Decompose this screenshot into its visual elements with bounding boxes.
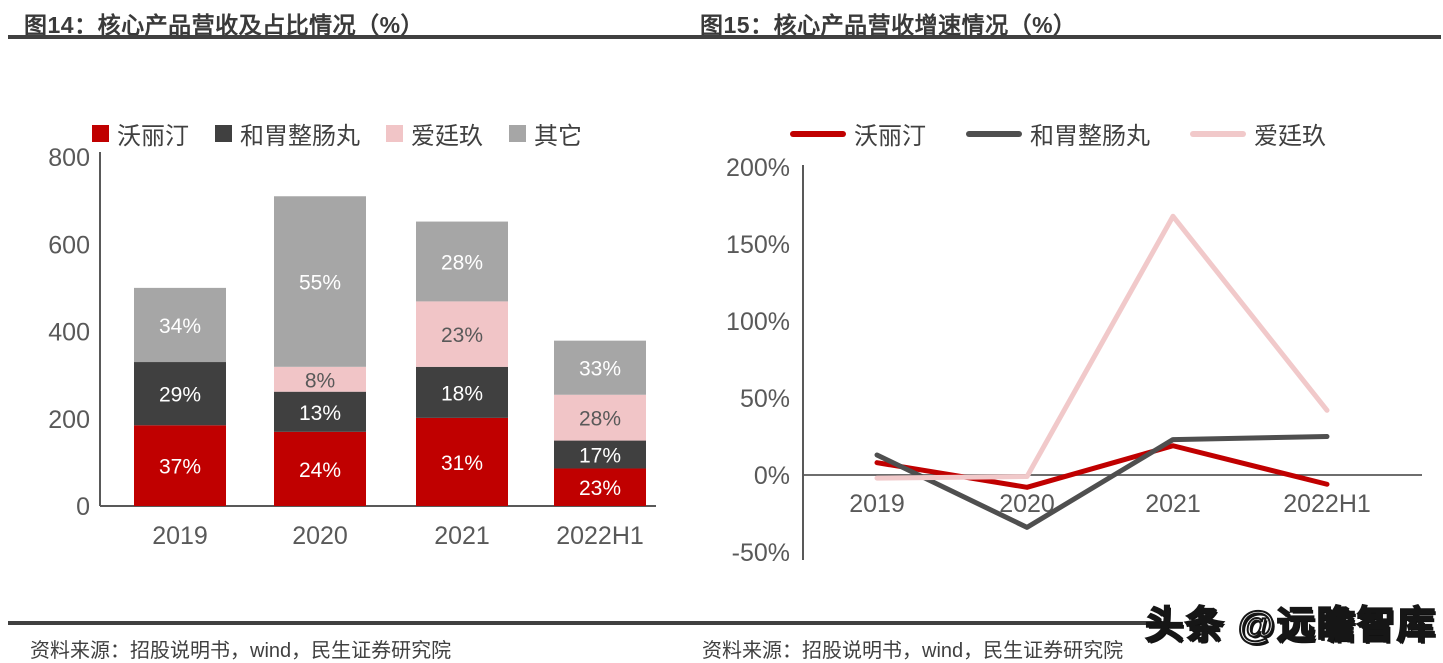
legend-label: 沃丽汀 [854,123,926,150]
bar-segment [274,391,366,432]
bar-segment [416,417,508,506]
x-category-label: 2019 [152,522,208,550]
bar-segment-label: 28% [441,251,483,274]
y-tick-label: 200 [48,406,90,434]
legend-item: 爱廷玖 [386,116,483,151]
x-category-label: 2021 [1145,490,1201,518]
legend-square-swatch [386,125,403,142]
legend-label: 和胃整肠丸 [1030,123,1150,150]
watermark-text: 头条 @远瞻智库 [1144,604,1437,648]
x-category-label: 2019 [849,490,905,518]
stacked-bar-chart: 0 200 400 600 800 37% 29% 34% 2019 24% 13% 8% 55% 202… [48,144,656,550]
bar-segment-label: 8% [305,369,335,392]
bar-segment-label: 23% [441,324,483,347]
title-underline-rule [8,35,1441,39]
x-category-label: 2021 [434,522,490,550]
y-tick-label: 600 [48,231,90,259]
y-tick-label: 150% [726,231,790,259]
legend-line-swatch [966,130,1022,137]
legend-item: 和胃整肠丸 [215,116,360,151]
y-tick-label: 50% [740,385,790,413]
y-tick-label: 100% [726,308,790,336]
y-tick-label: 0% [754,462,790,490]
legend-item: 和胃整肠丸 [966,116,1150,151]
bar-segment-label: 37% [159,456,201,479]
legend-square-swatch [509,125,526,142]
bar-segment [274,196,366,367]
line-chart: -50%0%50%100%150%200%2019 2020 2021 2022H1 [726,154,1422,567]
legend-label: 其它 [534,123,582,150]
bar-segment [416,301,508,367]
bar-segment-label: 28% [579,408,621,431]
y-tick-label: 200% [726,154,790,182]
bar-segment-label: 17% [579,445,621,468]
bar-segment-label: 33% [579,358,621,381]
bar-segment [274,366,366,392]
bar-segment [554,468,646,506]
right-chart-legend: 沃丽汀 和胃整肠丸 爱廷玖 [790,116,1326,151]
bar-segment-label: 18% [441,382,483,405]
legend-item: 其它 [509,116,582,151]
right-chart-title: 图15：核心产品营收增速情况（%） [700,12,1077,38]
y-tick-label: 800 [48,144,90,172]
legend-label: 爱廷玖 [411,123,483,150]
left-source-note: 资料来源：招股说明书，wind，民生证券研究院 [30,640,452,662]
bar-segment [134,425,226,506]
y-tick-label: -50% [732,539,790,567]
right-source-note: 资料来源：招股说明书，wind，民生证券研究院 [702,640,1124,662]
legend-item: 沃丽汀 [790,116,926,151]
legend-square-swatch [215,125,232,142]
x-category-label: 2020 [292,522,348,550]
bar-segment [416,366,508,418]
legend-label: 爱廷玖 [1254,123,1326,150]
legend-line-swatch [790,130,846,137]
bar-segment-label: 55% [299,272,341,295]
legend-item: 沃丽汀 [92,116,189,151]
left-chart-legend: 沃丽汀 和胃整肠丸 爱廷玖 其它 [92,116,582,151]
bar-segment [274,431,366,506]
data-line [874,434,1330,530]
bar-segment [554,440,646,469]
bar-segment [134,287,226,363]
legend-line-swatch [1190,130,1246,137]
y-tick-label: 0 [76,493,90,521]
bar-segment-label: 29% [159,384,201,407]
bar-segment [554,394,646,441]
bar-segment-label: 34% [159,315,201,338]
x-category-label: 2022H1 [1283,490,1371,518]
bar-segment-label: 24% [299,459,341,482]
bar-segment [416,221,508,302]
bar-segment [134,362,226,426]
legend-item: 爱廷玖 [1190,116,1326,151]
legend-label: 沃丽汀 [117,123,189,150]
left-chart-title: 图14：核心产品营收及占比情况（%） [24,12,425,38]
legend-label: 和胃整肠丸 [240,123,360,150]
bar-segment [554,340,646,395]
data-line [874,213,1330,481]
footer-rule [8,621,1168,625]
bar-segment-label: 31% [441,452,483,475]
bar-segment-label: 23% [579,477,621,500]
bar-segment-label: 13% [299,402,341,425]
x-category-label: 2022H1 [556,522,644,550]
y-tick-label: 400 [48,319,90,347]
legend-square-swatch [92,125,109,142]
